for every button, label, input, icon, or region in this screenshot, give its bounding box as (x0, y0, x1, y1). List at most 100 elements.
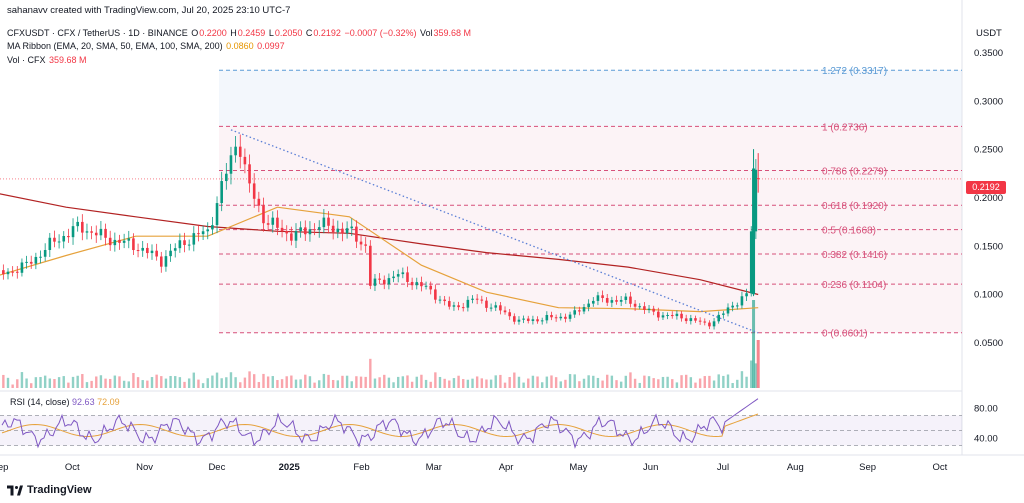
candle-body (754, 169, 758, 232)
time-tick: Sep (0, 462, 8, 473)
candle-body (238, 146, 242, 157)
candle-body (749, 231, 753, 294)
candle-body (48, 237, 52, 251)
candle-body (752, 168, 756, 295)
volume-bar (234, 377, 237, 388)
volume-bar (71, 376, 75, 388)
candle-body (712, 321, 716, 327)
volume-bar (559, 381, 562, 388)
volume-bar (243, 377, 247, 388)
candle-body (731, 305, 734, 308)
fib-band (219, 126, 962, 171)
volume-bar (750, 360, 753, 388)
price-tick: 0.0500 (974, 338, 1003, 349)
price-tick: 0.3000 (974, 96, 1003, 107)
candle-body (225, 173, 228, 182)
volume-bar (601, 380, 604, 388)
symbol-info: CFXUSDT · CFX / TetherUS · 1D · BINANCE … (7, 28, 472, 38)
volume-bar (53, 379, 56, 388)
candle-body (629, 296, 632, 304)
candle-body (113, 239, 117, 246)
volume-bar (448, 380, 451, 388)
tradingview-brand[interactable]: TradingView (7, 484, 92, 496)
volume-bar (657, 379, 660, 388)
candle-body (708, 322, 711, 327)
candle-body (578, 310, 581, 312)
symbol-name[interactable]: CFXUSDT · CFX / TetherUS · 1D · BINANCE (7, 28, 188, 38)
volume-bar (225, 377, 228, 388)
volume-bar (81, 374, 84, 388)
candle-body (387, 278, 391, 285)
time-tick: 2025 (279, 462, 301, 473)
candle-body (141, 247, 145, 251)
candle-body (457, 305, 460, 308)
change-value: −0.0007 (−0.32%) (344, 28, 417, 38)
close-value: 0.2192 (313, 28, 341, 38)
volume-bar (290, 375, 293, 388)
candle-body (703, 321, 707, 323)
volume-bar (327, 374, 330, 388)
volume-bar (127, 381, 130, 388)
time-tick: Sep (859, 462, 876, 473)
candle-body (25, 261, 28, 263)
price-tick: 0.1500 (974, 241, 1003, 252)
volume-bar (675, 382, 679, 388)
candle-body (99, 228, 103, 236)
volume-value: 359.68 M (49, 55, 87, 65)
candle-body (303, 227, 307, 235)
rsi-legend[interactable]: RSI (14, close) 92.63 72.09 (10, 397, 120, 407)
volume-bar (587, 375, 590, 388)
volume-bar (494, 375, 497, 388)
volume-bar (160, 376, 163, 388)
candle-body (550, 315, 553, 318)
candle-body (29, 261, 33, 264)
volume-bar (187, 378, 191, 388)
volume-bar (578, 381, 581, 388)
candle-body (322, 217, 326, 228)
volume-bar (355, 376, 358, 388)
volume-bar (294, 379, 298, 388)
candle-body (94, 232, 98, 236)
high-value: 0.2459 (237, 28, 266, 38)
candle-body (290, 233, 293, 241)
candle-body (173, 248, 177, 251)
volume-bar (262, 373, 265, 388)
candle-body (187, 244, 191, 246)
candle-body (150, 250, 154, 254)
candle-body (392, 276, 395, 279)
candle-body (220, 181, 223, 204)
ma-ribbon-value-1: 0.0860 (226, 41, 254, 51)
volume-bar (424, 379, 428, 388)
candle-body (299, 227, 302, 232)
candle-body (434, 289, 437, 300)
volume-bar (452, 378, 456, 388)
candle-body (336, 228, 340, 233)
volume-bar (475, 376, 479, 388)
candle-body (248, 164, 251, 184)
candle-body (680, 313, 683, 319)
candle-body (559, 316, 563, 319)
volume-bar (429, 381, 432, 388)
volume-bar (661, 376, 665, 388)
candle-body (146, 247, 149, 254)
candle-body (183, 240, 186, 245)
volume-bar (257, 382, 261, 388)
volume-bar (615, 380, 618, 388)
volume-bar (48, 378, 52, 388)
volume-bar (16, 379, 19, 388)
candle-body (601, 295, 604, 299)
candle-body (684, 318, 688, 322)
volume-legend[interactable]: Vol · CFX 359.68 M (7, 55, 88, 65)
volume-bar (369, 358, 372, 388)
candle-body (169, 250, 172, 257)
volume-bar (499, 374, 502, 388)
last-price-tag: 0.2192 (966, 181, 1006, 194)
candle-body (90, 231, 93, 233)
volume-bar (285, 376, 288, 388)
fib-label: 1 (0.2736) (822, 122, 868, 133)
time-tick: Oct (933, 462, 948, 473)
candle-body (164, 256, 168, 267)
rsi-pane: 80.00 40.00 (0, 398, 998, 449)
ma-ribbon-legend[interactable]: MA Ribbon (EMA, 20, SMA, 50, EMA, 100, S… (7, 41, 286, 51)
